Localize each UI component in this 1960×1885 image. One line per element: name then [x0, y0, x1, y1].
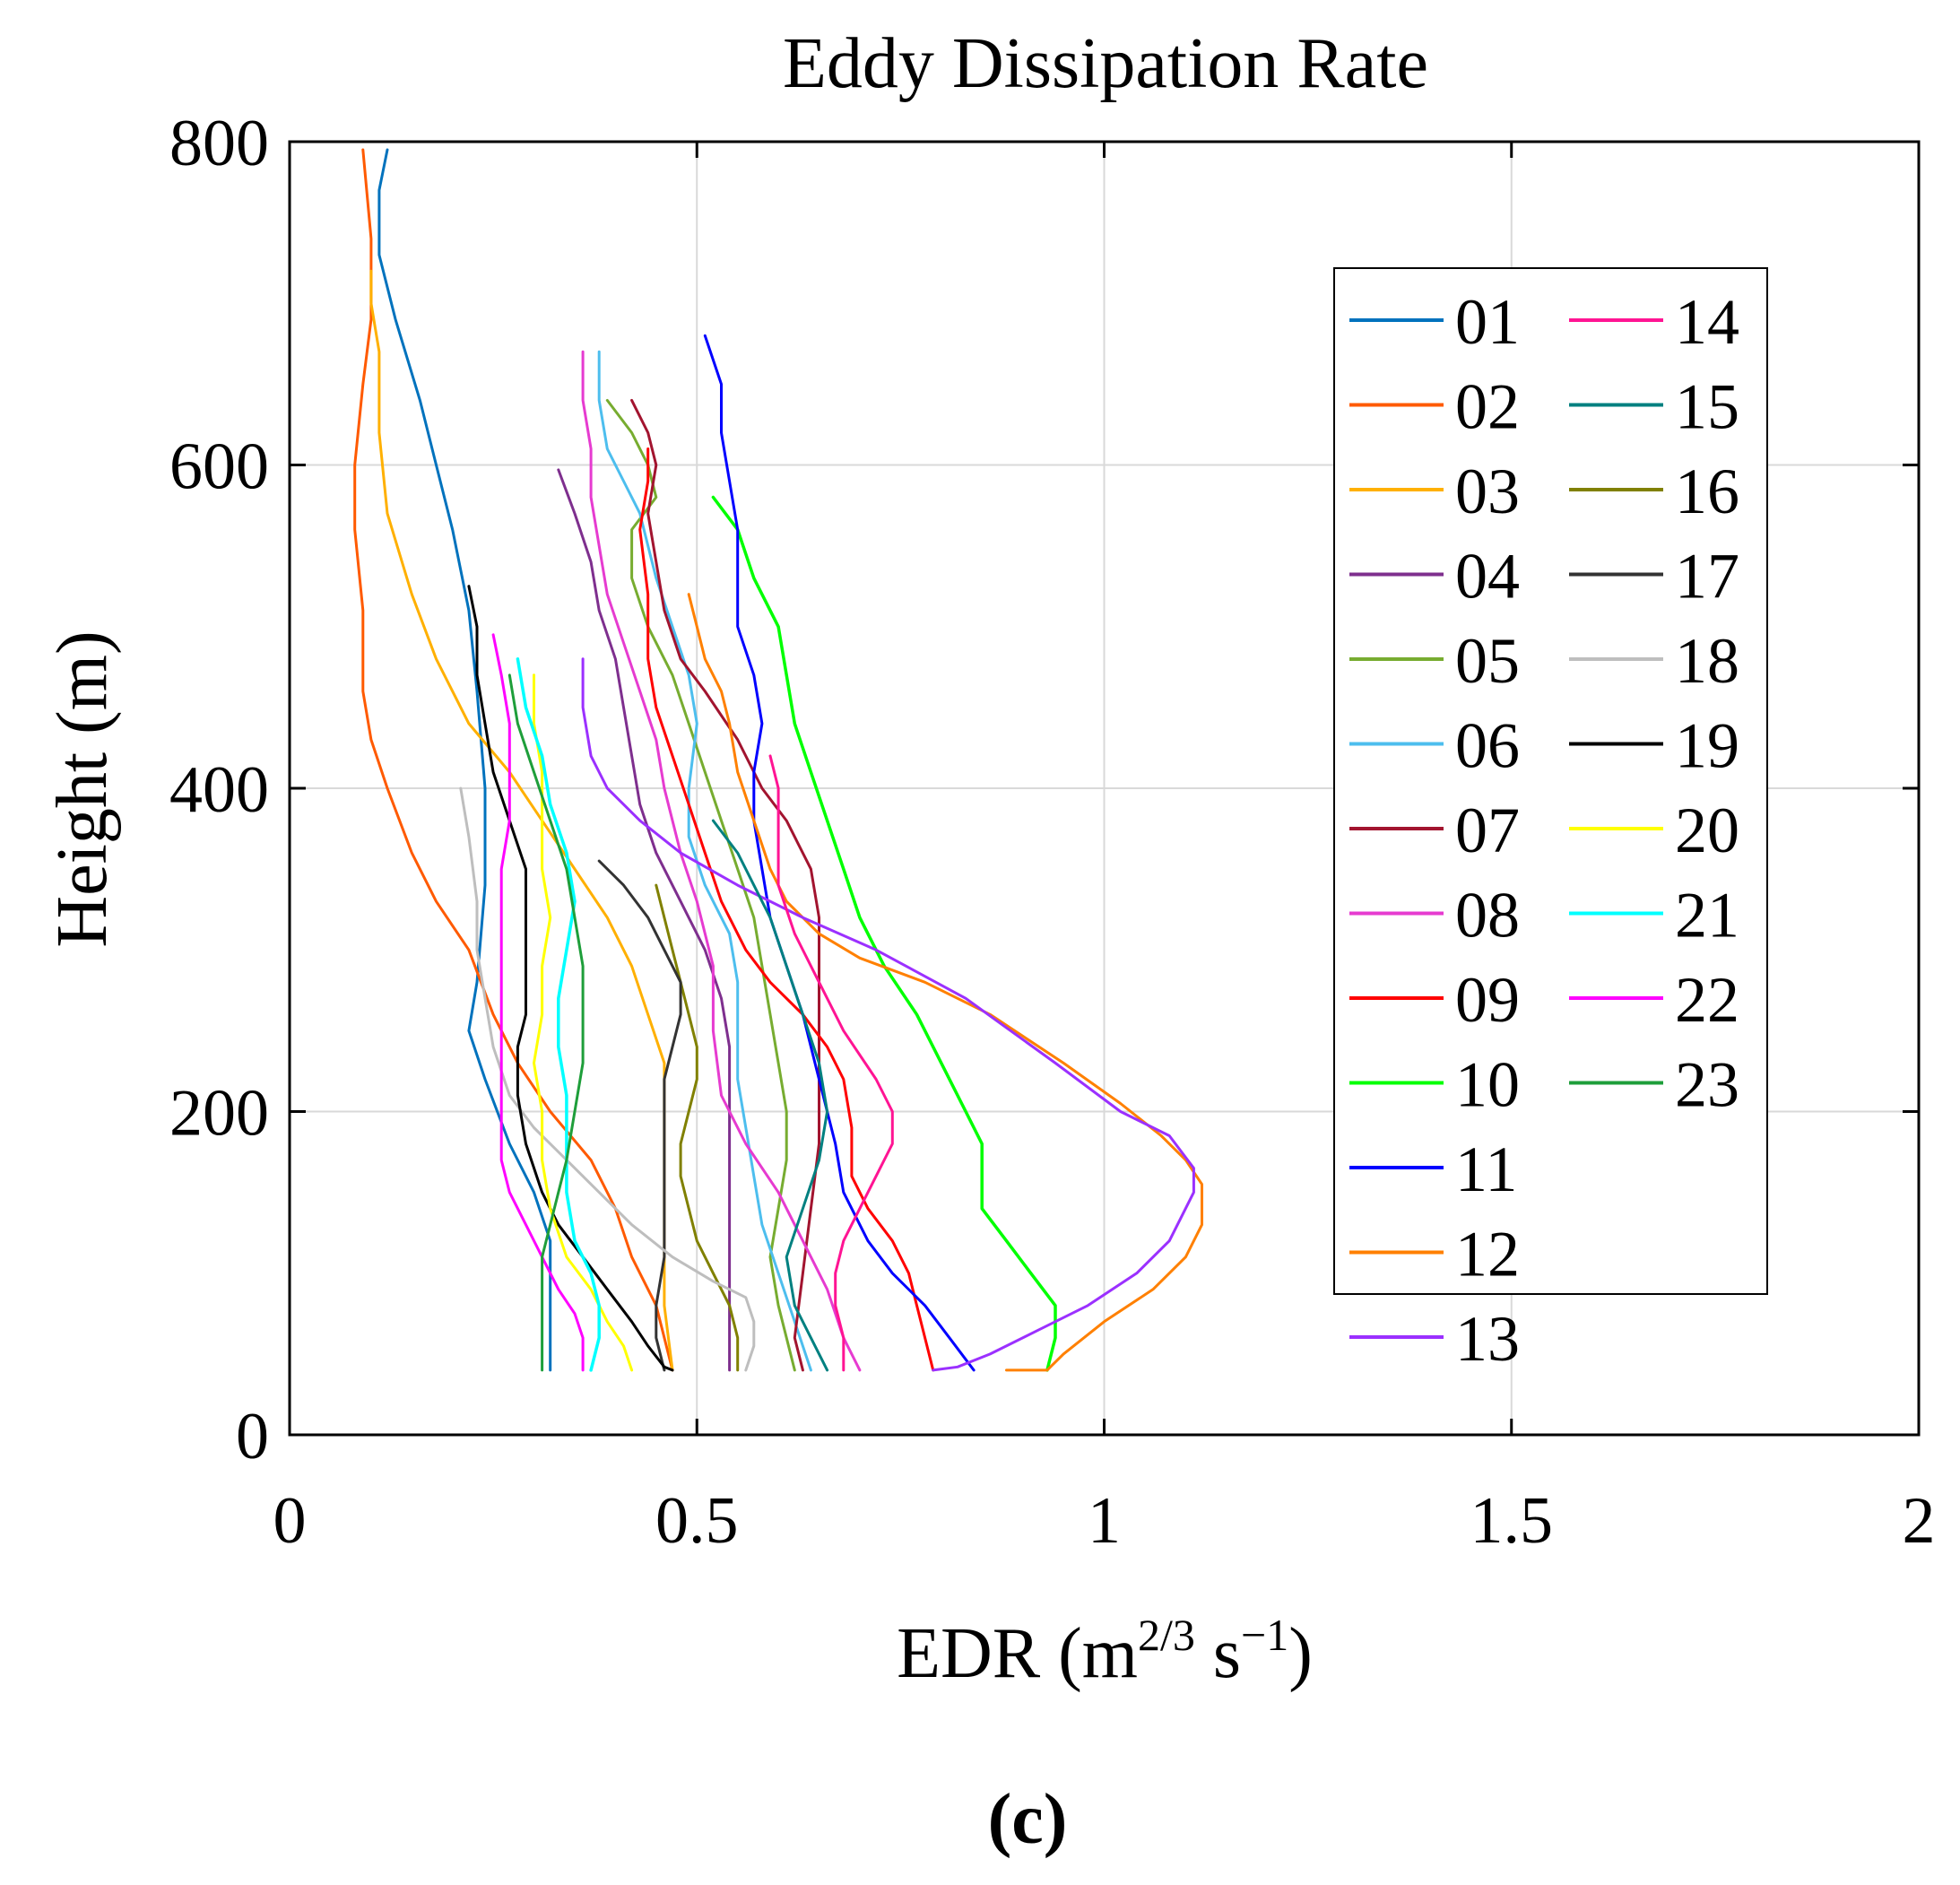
chart-title: Eddy Dissipation Rate: [783, 24, 1428, 103]
x-axis-label-sup1: 2/3: [1138, 1610, 1195, 1660]
legend-label-09: 09: [1455, 964, 1520, 1036]
legend-label-10: 10: [1455, 1049, 1520, 1121]
series-line-17: [597, 859, 682, 1372]
panel-label: (c): [988, 1780, 1068, 1859]
legend-label-01: 01: [1455, 286, 1520, 358]
x-tick-label: 1.5: [1470, 1484, 1554, 1558]
legend-label-07: 07: [1455, 795, 1520, 866]
series-line-19: [467, 585, 674, 1372]
legend-label-11: 11: [1455, 1134, 1517, 1205]
series-line-21: [516, 657, 601, 1372]
series-line-10: [711, 495, 1057, 1372]
y-tick-label: 400: [169, 753, 269, 827]
x-tick-label: 0: [273, 1484, 307, 1558]
x-tick-label: 1: [1088, 1484, 1121, 1558]
series-line-13: [581, 657, 1195, 1372]
legend-box: [1333, 267, 1768, 1295]
legend-label-15: 15: [1675, 371, 1739, 443]
y-tick-label: 0: [236, 1400, 269, 1473]
legend-label-03: 03: [1455, 456, 1520, 527]
series-line-02: [353, 148, 674, 1372]
series-line-06: [597, 350, 812, 1372]
legend-label-12: 12: [1455, 1219, 1520, 1290]
legend-label-18: 18: [1675, 625, 1739, 697]
series-line-22: [491, 633, 585, 1372]
series-line-01: [377, 148, 552, 1372]
y-axis-label: Height (m): [43, 630, 122, 947]
legend-label-05: 05: [1455, 625, 1520, 697]
legend-label-20: 20: [1675, 795, 1739, 866]
x-axis-label-end: ): [1288, 1614, 1313, 1693]
series-line-04: [557, 468, 732, 1372]
legend-label-21: 21: [1675, 880, 1739, 951]
series-line-23: [507, 673, 585, 1372]
x-tick-label: 2: [1903, 1484, 1936, 1558]
legend-label-04: 04: [1455, 541, 1520, 612]
series-line-15: [711, 819, 829, 1372]
series-line-07: [630, 398, 820, 1372]
legend-label-16: 16: [1675, 456, 1739, 527]
series-line-11: [703, 334, 976, 1372]
legend-label-13: 13: [1455, 1303, 1520, 1375]
legend-label-06: 06: [1455, 710, 1520, 782]
x-axis-label-mid: s: [1195, 1614, 1241, 1693]
legend-label-14: 14: [1675, 286, 1739, 358]
legend-label-17: 17: [1675, 541, 1739, 612]
x-axis-label: EDR (m2/3 s−1): [897, 1610, 1313, 1693]
y-tick-label: 600: [169, 430, 269, 504]
x-tick-label: 0.5: [655, 1484, 739, 1558]
legend-label-22: 22: [1675, 964, 1739, 1036]
legend-label-02: 02: [1455, 371, 1520, 443]
series-line-14: [768, 754, 894, 1372]
series-line-16: [655, 883, 740, 1372]
legend-label-08: 08: [1455, 880, 1520, 951]
x-axis-label-sup2: −1: [1241, 1610, 1288, 1660]
legend: 01 02 03 04 05 06 07 08 09 10 11 12 13 14 15 16 17 18 19 20…: [1333, 267, 1768, 1375]
x-axis-label-main: EDR (m: [897, 1614, 1138, 1693]
legend-label-23: 23: [1675, 1049, 1739, 1121]
series-line-09: [638, 447, 935, 1372]
legend-label-19: 19: [1675, 710, 1739, 782]
y-tick-label: 800: [169, 107, 269, 180]
y-tick-label: 200: [169, 1077, 269, 1151]
series-lines: [353, 148, 1203, 1372]
